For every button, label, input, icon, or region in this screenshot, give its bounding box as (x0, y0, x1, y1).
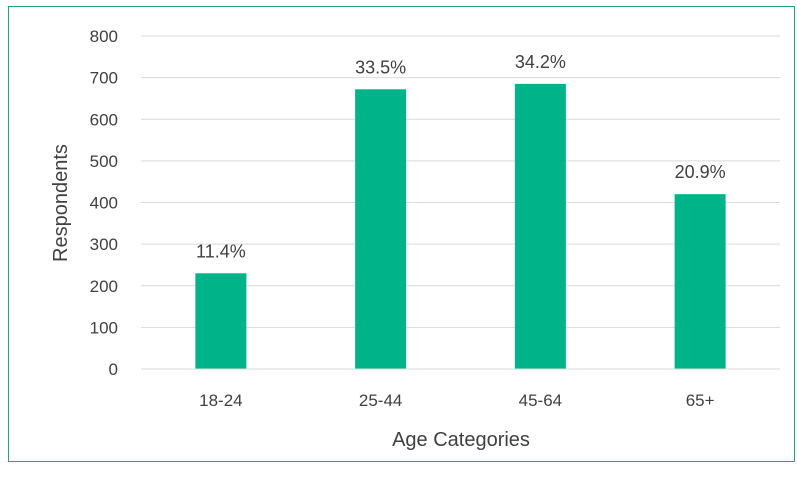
y-tick-label: 300 (90, 235, 118, 254)
bar-18-24 (195, 273, 247, 369)
x-tick-label-25-44: 25-44 (359, 391, 402, 410)
data-label-45-64: 34.2% (515, 52, 566, 72)
bar-25-44 (355, 89, 407, 369)
y-tick-label: 100 (90, 318, 118, 337)
y-tick-label: 600 (90, 110, 118, 129)
y-axis-title: Respondents (50, 144, 72, 262)
y-tick-label: 700 (90, 69, 118, 88)
x-tick-label-65+: 65+ (686, 391, 715, 410)
y-tick-label: 0 (109, 360, 118, 379)
x-tick-label-18-24: 18-24 (199, 391, 242, 410)
bar-45-64 (514, 83, 566, 370)
x-axis-title: Age Categories (392, 429, 530, 451)
y-tick-label: 500 (90, 152, 118, 171)
gridlines (141, 35, 780, 328)
bars (195, 83, 726, 370)
data-labels: 11.4% 33.5% 34.2% 20.9% (196, 52, 726, 261)
y-tick-label: 400 (90, 194, 118, 213)
data-label-18-24: 11.4% (196, 241, 246, 261)
x-tick-label-45-64: 45-64 (519, 391, 562, 410)
y-tick-label: 200 (90, 277, 118, 296)
bar-65+ (674, 194, 726, 369)
data-label-65+: 20.9% (675, 162, 726, 182)
data-label-25-44: 33.5% (355, 57, 406, 77)
y-axis-ticks: 0 100 200 300 400 500 600 700 800 (90, 27, 118, 379)
x-axis-ticks: 18-24 25-44 45-64 65+ (199, 391, 714, 410)
y-tick-label: 800 (90, 27, 118, 46)
